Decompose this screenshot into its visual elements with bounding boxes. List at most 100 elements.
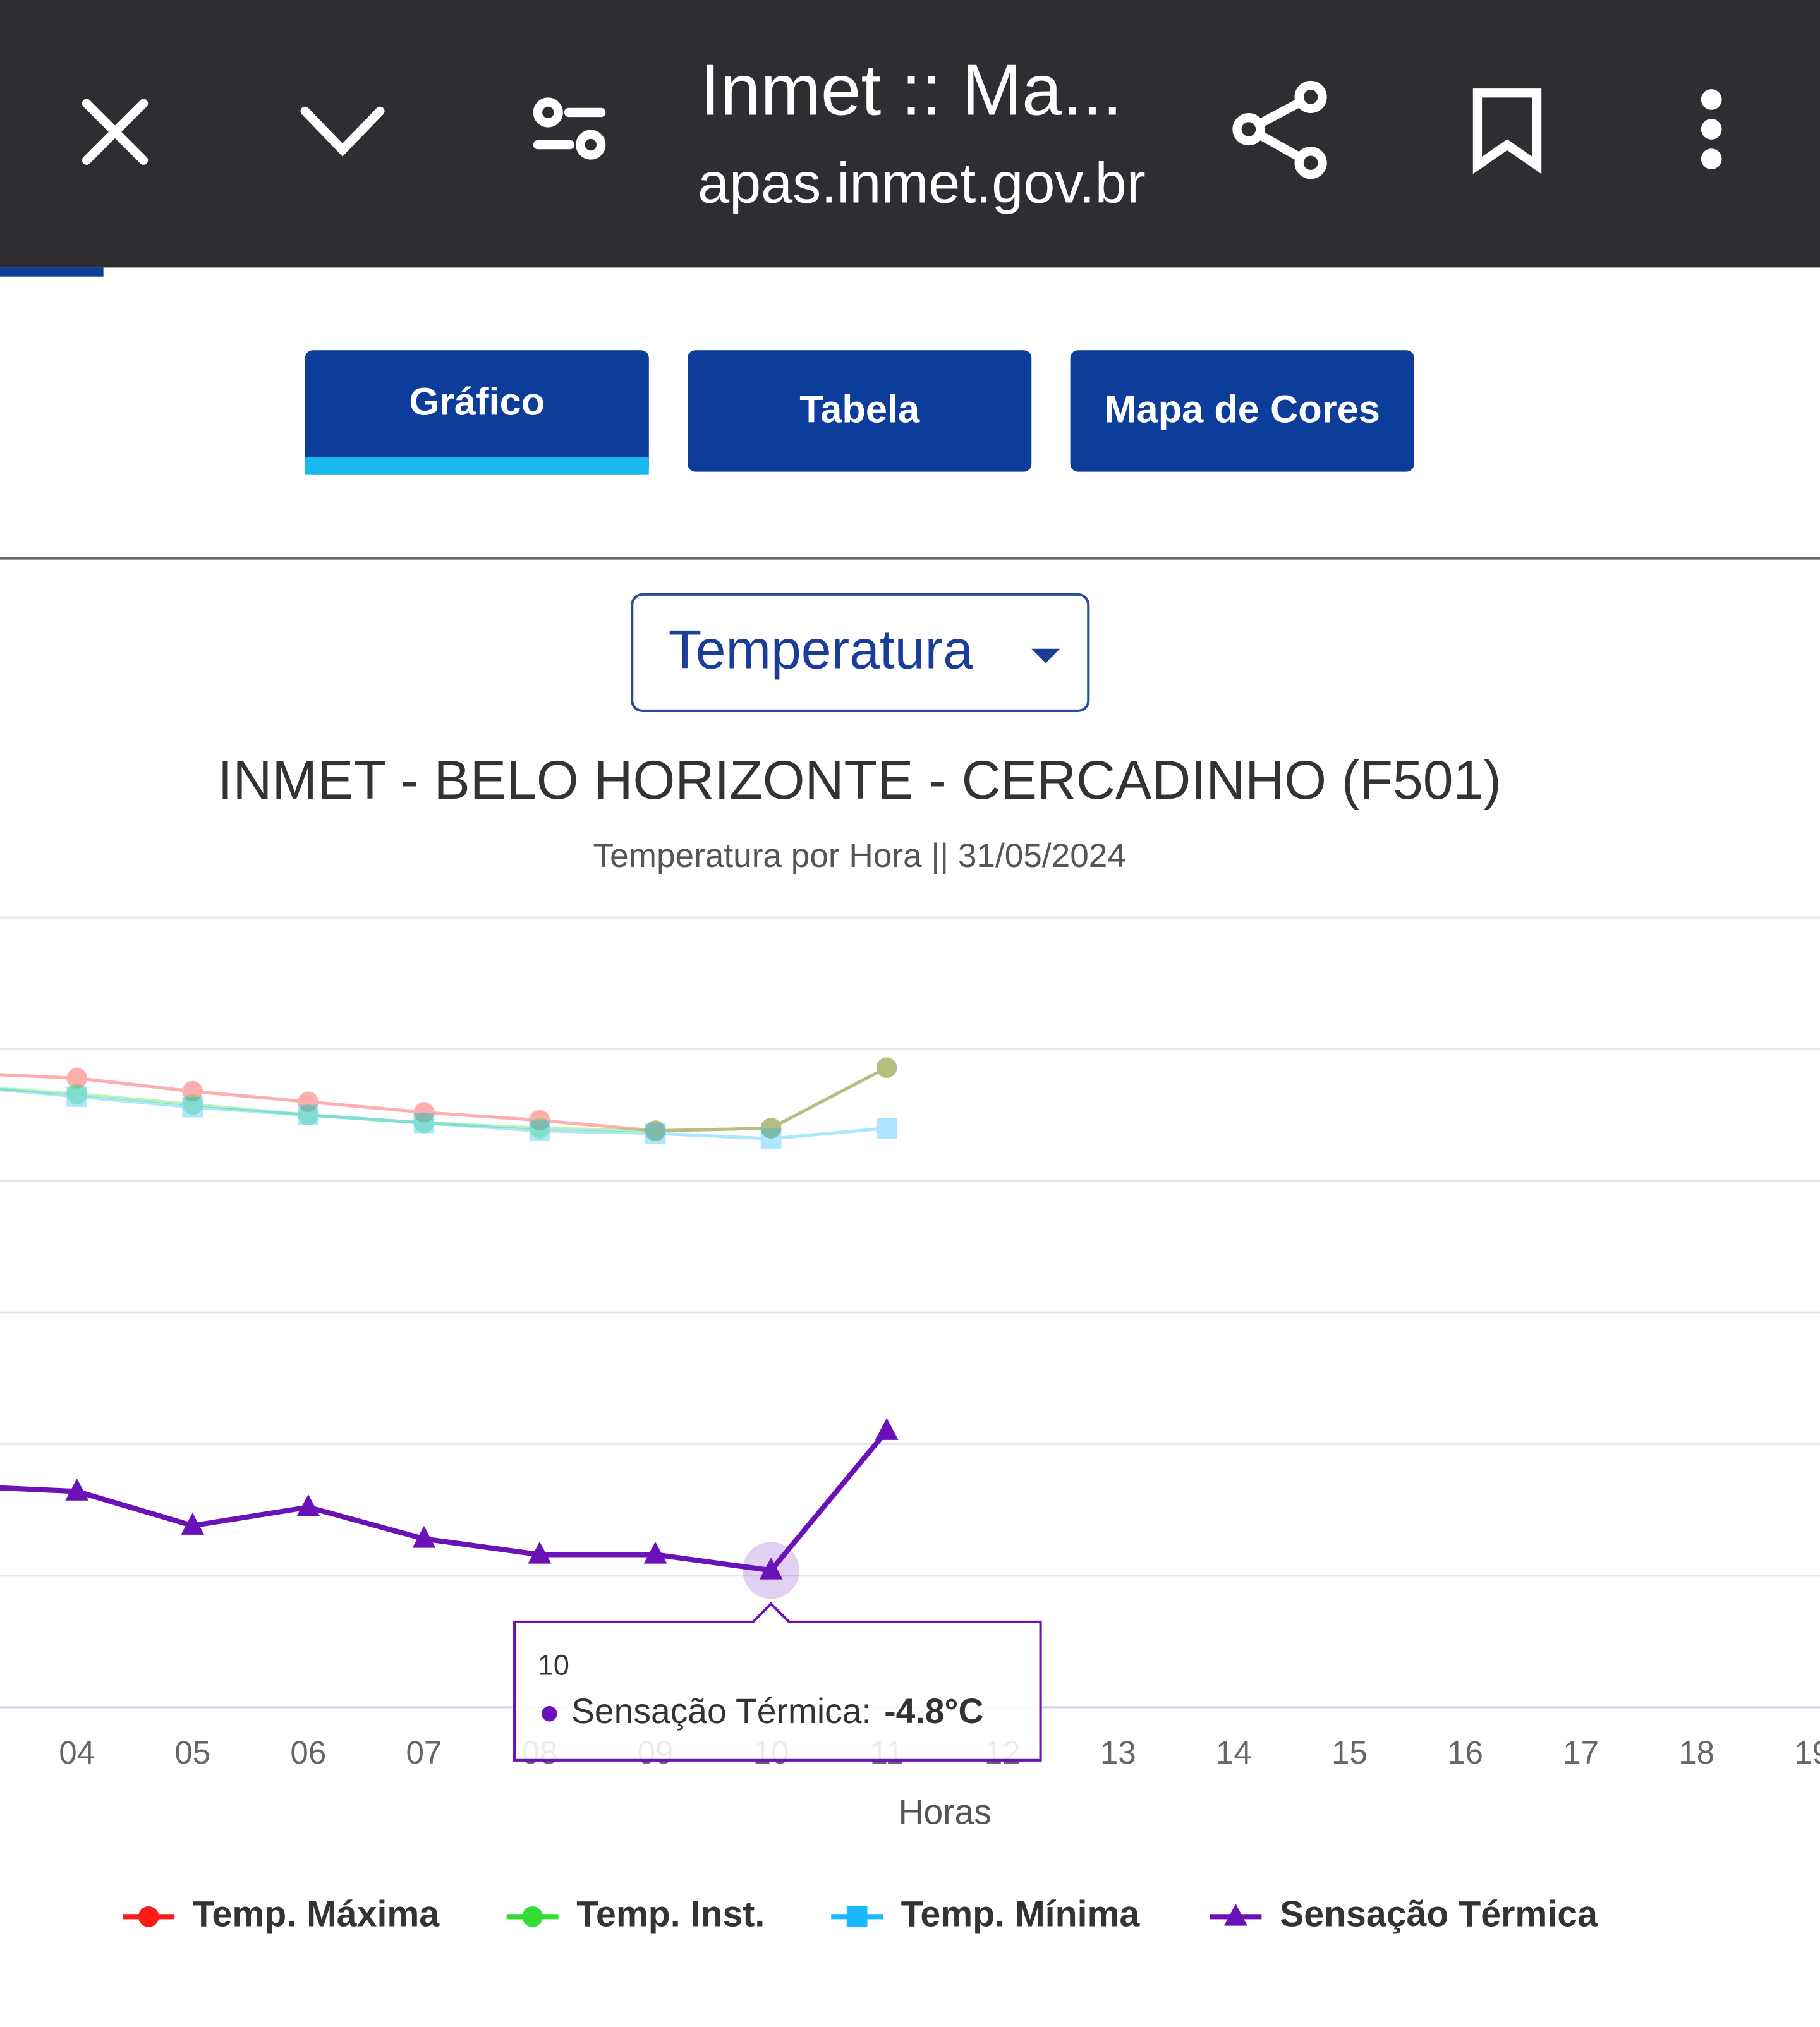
series [0, 1418, 899, 1580]
dropdown[interactable]: Temperatura [631, 593, 1090, 713]
marker [66, 1086, 88, 1107]
dropdown-arrow[interactable] [1031, 648, 1060, 663]
tooltip-value: -4.8°C [884, 1691, 983, 1731]
x-tick-label: 07 [406, 1734, 442, 1770]
marker [298, 1091, 319, 1113]
marker [65, 1478, 89, 1501]
x-tick-label: 19 [1794, 1734, 1820, 1770]
marker [645, 1120, 666, 1142]
marker [529, 1120, 550, 1142]
page-edge [0, 267, 104, 277]
marker [182, 1080, 203, 1102]
x-tick-label: 04 [59, 1734, 95, 1770]
tab-0[interactable]: Gráfico [305, 350, 649, 475]
tooltip-category: 10 [538, 1649, 569, 1681]
dropdown-box[interactable] [631, 593, 1090, 713]
marker [138, 1906, 159, 1927]
marker [875, 1418, 899, 1440]
hover-halo [743, 1542, 800, 1599]
series-line [0, 1087, 887, 1141]
marker [181, 1513, 205, 1535]
marker [760, 1128, 782, 1149]
marker [66, 1067, 88, 1089]
tab-active-bar [305, 457, 649, 475]
tab-button[interactable] [1070, 350, 1414, 472]
share-icon[interactable] [1232, 80, 1327, 179]
tooltip-label: Sensação Térmica: [571, 1691, 871, 1731]
marker [529, 1110, 550, 1131]
legend-item: Sensação Térmica [1210, 1894, 1598, 1934]
marker [413, 1112, 435, 1134]
legend-item: Temp. Inst. [506, 1894, 765, 1934]
settings-icon[interactable] [533, 97, 606, 160]
chart-subtitle: Temperatura por Hora || 31/05/2024 [593, 837, 1126, 874]
x-tick-label: 06 [290, 1734, 326, 1770]
marker [645, 1120, 666, 1142]
collapse-icon[interactable] [300, 106, 385, 157]
marker [846, 1906, 868, 1927]
close-icon[interactable] [82, 99, 149, 165]
marker [522, 1906, 543, 1927]
marker [182, 1094, 203, 1115]
x-tick-label: 15 [1332, 1734, 1368, 1770]
tooltip-box [513, 1602, 1042, 1762]
x-tick-label: 16 [1447, 1734, 1483, 1770]
legend-item: Temp. Mínima [831, 1894, 1140, 1934]
legend-label: Temp. Mínima [901, 1894, 1141, 1934]
marker [298, 1104, 319, 1126]
marker [876, 1057, 897, 1079]
x-tick-label: 14 [1216, 1734, 1252, 1770]
marker [298, 1104, 319, 1126]
tab-button[interactable] [688, 350, 1032, 472]
page-title: Inmet :: Ma... [700, 50, 1122, 131]
x-axis-title: Horas [899, 1792, 992, 1831]
marker [66, 1083, 88, 1104]
toolbar [0, 0, 1820, 268]
legend-label: Temp. Inst. [576, 1894, 765, 1934]
tab-1[interactable]: Tabela [688, 350, 1032, 472]
tab-2[interactable]: Mapa de Cores [1070, 350, 1414, 472]
marker [296, 1494, 320, 1516]
series-line [0, 1066, 888, 1133]
x-tick-label: 05 [174, 1734, 210, 1770]
page-url: apas.inmet.gov.br [698, 152, 1146, 215]
marker [528, 1541, 552, 1564]
x-tick-label: 18 [1678, 1734, 1714, 1770]
marker [412, 1525, 436, 1548]
x-tick-label: 13 [1100, 1734, 1136, 1770]
chart-title: INMET - BELO HORIZONTE - CERCADINHO (F50… [218, 750, 1502, 811]
bookmark-icon[interactable] [1472, 88, 1542, 174]
marker [413, 1112, 435, 1134]
menu-icon[interactable] [1701, 89, 1722, 169]
marker [760, 1118, 782, 1139]
tab-label[interactable]: Gráfico [409, 380, 545, 423]
series [0, 1057, 897, 1142]
x-tick-label: 17 [1563, 1734, 1599, 1770]
marker [876, 1057, 897, 1079]
dropdown-label[interactable]: Temperatura [669, 620, 973, 681]
legend-label: Sensação Térmica [1280, 1894, 1598, 1934]
marker [182, 1096, 203, 1118]
marker [876, 1118, 897, 1139]
marker [645, 1123, 666, 1144]
legend-item: Temp. Máxima [123, 1894, 440, 1934]
marker [1224, 1903, 1247, 1926]
tab-button[interactable] [305, 350, 649, 475]
marker [760, 1118, 782, 1139]
tab-label[interactable]: Mapa de Cores [1104, 388, 1380, 432]
tooltip-line: Sensação Térmica: -4.8°C [571, 1691, 983, 1731]
marker [643, 1541, 667, 1564]
series [0, 1086, 897, 1149]
marker [413, 1102, 435, 1123]
tab-label[interactable]: Tabela [799, 388, 920, 432]
toolbar-icons [82, 80, 1542, 179]
marker [759, 1557, 783, 1580]
series-line [0, 1066, 888, 1133]
series [0, 1057, 897, 1142]
marker [529, 1118, 550, 1139]
tooltip-dot [542, 1705, 557, 1722]
legend-label: Temp. Máxima [193, 1894, 440, 1934]
